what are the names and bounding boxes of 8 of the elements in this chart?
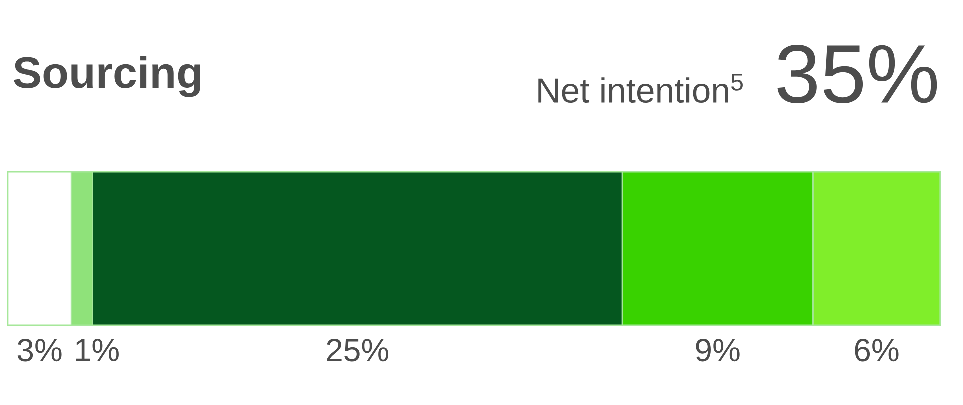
data-label: 25% <box>327 338 389 362</box>
chart-title: Sourcing <box>14 56 201 98</box>
data-label: 1% <box>76 338 119 362</box>
data-label: 3% <box>18 338 62 362</box>
data-label: 9% <box>696 338 740 362</box>
data-label: 6% <box>855 338 899 362</box>
text: 35% <box>778 44 938 104</box>
text: Net intention$^{5}$ <box>538 74 743 103</box>
